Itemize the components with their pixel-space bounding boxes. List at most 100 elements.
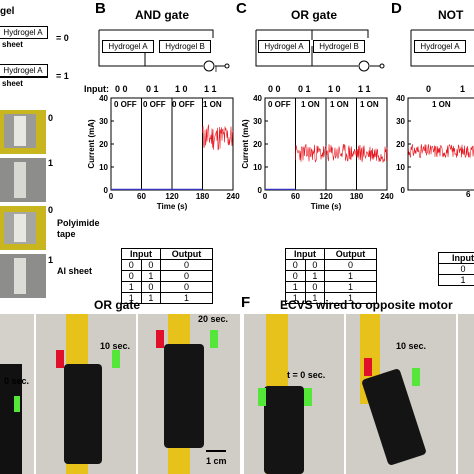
- y-tick-label: 0: [104, 186, 109, 195]
- y-tick-label: 0: [401, 186, 406, 195]
- truth-table-not: Input 0 1: [438, 252, 474, 286]
- segment-c-0: 0 OFF: [268, 100, 291, 109]
- panel-e-title: OR gate: [94, 298, 141, 312]
- panel-letter-b: B: [95, 0, 106, 17]
- x-tick-label: 240: [226, 192, 240, 201]
- y-tick-label: 30: [396, 117, 405, 126]
- tbl-b-cell: 0: [160, 270, 213, 282]
- y-tick-label: 40: [396, 94, 405, 103]
- x-tick-label: 0: [263, 192, 268, 201]
- segment-c-2: 1 ON: [330, 100, 349, 109]
- tbl-c-cell: 1: [324, 270, 377, 282]
- tbl-c-cell: 0: [304, 281, 326, 293]
- input-c-2: 1 0: [328, 84, 341, 94]
- photo-2: [0, 206, 46, 250]
- chart-not-gate: 0 10 20 30 40: [396, 94, 474, 195]
- input-c-1: 0 1: [298, 84, 311, 94]
- marker-green-1: [112, 350, 120, 368]
- tbl-c-cell: 0: [304, 259, 326, 271]
- panel-f-photo-strip: [244, 314, 474, 474]
- sheet-line-1: [0, 76, 48, 78]
- box-hydrogel-a-b: Hydrogel A: [102, 40, 154, 53]
- photo-label-1: 1: [48, 158, 54, 168]
- time-f-0: t = 0 sec.: [287, 370, 326, 380]
- segment-b-1: 0 OFF: [143, 100, 166, 109]
- panel-a-header: gel: [0, 6, 15, 17]
- tbl-c-cell: 1: [324, 281, 377, 293]
- tbl-b-cell: 1: [140, 270, 162, 282]
- y-tick-label: 30: [99, 117, 108, 126]
- photo-1: [0, 158, 46, 202]
- tbl-b-cell: 1: [121, 281, 142, 293]
- input-b-3: 1 1: [204, 84, 217, 94]
- photo-label-2: 0: [48, 205, 54, 215]
- tbl-b-h1: Output: [160, 248, 213, 260]
- car-2: [164, 344, 204, 448]
- x-tick-label: 60: [137, 192, 146, 201]
- eq-one: = 1: [56, 71, 69, 81]
- box-hydrogel-a-d: Hydrogel A: [414, 40, 466, 53]
- segment-b-2: 0 OFF: [172, 100, 195, 109]
- y-tick-label: 0: [258, 186, 263, 195]
- segment-c-3: 1 ON: [360, 100, 379, 109]
- polyimide-label: Polyimide tape: [57, 218, 100, 239]
- segment-c-1: 1 ON: [301, 100, 320, 109]
- panel-c-title: OR gate: [291, 8, 338, 22]
- eq-zero: = 0: [56, 33, 69, 43]
- sheet-label-0: sheet: [2, 40, 23, 49]
- photo-3: [0, 254, 46, 298]
- x-axis-label: Time (s): [311, 202, 342, 211]
- photo-0: [0, 110, 46, 154]
- y-tick-label: 10: [99, 163, 108, 172]
- tbl-c-cell: 1: [285, 292, 306, 304]
- tbl-b-cell: 0: [160, 259, 213, 271]
- input-d-1: 1: [460, 84, 466, 94]
- plot-frame: [407, 97, 474, 191]
- panel-letter-f: F: [241, 294, 251, 311]
- marker-green-f-2: [412, 368, 420, 386]
- x-tick-label: 180: [196, 192, 210, 201]
- segment-b-0: 0 OFF: [114, 100, 137, 109]
- panel-f-title: ECVS wired to opposite motor: [280, 298, 453, 312]
- panel-a-photos: [0, 110, 46, 302]
- x-tick-label: 0: [109, 192, 114, 201]
- x-tick-label: 120: [319, 192, 333, 201]
- tbl-b-cell: 0: [121, 270, 142, 282]
- series-line-1: [295, 143, 388, 164]
- car-1: [64, 364, 102, 464]
- tbl-c-cell: 1: [324, 292, 377, 304]
- marker-green-0: [14, 396, 20, 412]
- series-line-0: [407, 144, 474, 159]
- marker-green-f-0: [258, 388, 266, 406]
- ammeter-icon-b: I: [215, 65, 217, 74]
- chart-and-gate: 0 10 20 30 40 0 60 120 180 240 Time (s) Current (mA…: [87, 94, 240, 211]
- tbl-c-cell: 0: [324, 259, 377, 271]
- tbl-b-cell: 1: [140, 292, 162, 304]
- y-tick-label: 40: [99, 94, 108, 103]
- photo-label-0: 0: [48, 113, 54, 123]
- tbl-c-h0: Input: [284, 248, 326, 260]
- panel-letter-c: C: [236, 0, 247, 17]
- al-sheet-label: Al sheet: [57, 266, 93, 276]
- tbl-c-cell: 1: [285, 281, 306, 293]
- x-axis-label: Time (s): [157, 202, 188, 211]
- panel-b-title: AND gate: [135, 8, 190, 22]
- segment-d-0: 1 ON: [432, 100, 451, 109]
- input-d-0: 0: [426, 84, 432, 94]
- box-hydrogel-b-b: Hydrogel B: [159, 40, 211, 53]
- y-tick-label: 20: [396, 140, 405, 149]
- car-0: [0, 364, 22, 474]
- y-tick-label: 20: [253, 140, 262, 149]
- x-tick-label: 120: [165, 192, 179, 201]
- tick-d-partial: 6: [466, 190, 471, 199]
- tbl-b-cell: 1: [160, 292, 213, 304]
- car-f-0: [264, 386, 304, 474]
- tbl-b-h0: Input: [120, 248, 162, 260]
- tbl-d-h0: Input: [438, 252, 474, 264]
- input-label: Input:: [84, 84, 109, 94]
- input-b-0: 0 0: [115, 84, 128, 94]
- time-e-1: 10 sec.: [100, 341, 131, 351]
- input-b-1: 0 1: [146, 84, 159, 94]
